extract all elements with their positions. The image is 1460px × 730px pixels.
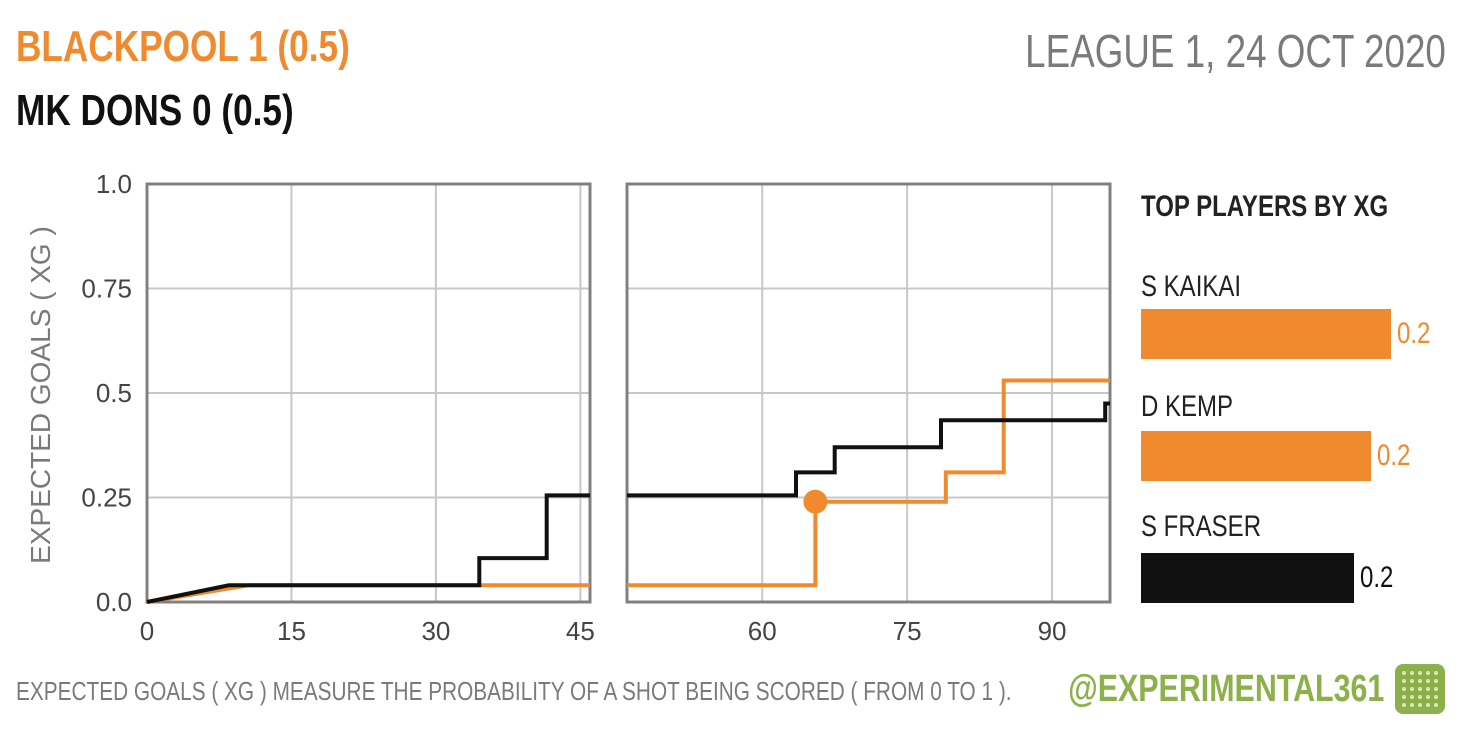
logo-dot [1418, 703, 1422, 707]
panel-frame-second-half [625, 182, 1112, 604]
x-tick-label: 30 [421, 616, 450, 646]
logo-dot [1434, 703, 1438, 707]
player-name: S KAIKAI [1141, 270, 1242, 303]
x-tick-label: 90 [1038, 616, 1067, 646]
player-xg-value: 0.2 [1360, 561, 1394, 594]
y-tick-label: 0.5 [96, 378, 132, 408]
logo-dot [1434, 687, 1438, 691]
y-axis-label: EXPECTED GOALS ( XG ) [25, 226, 56, 564]
logo-dot [1410, 703, 1414, 707]
logo-dot [1410, 695, 1414, 699]
player-xg-value: 0.2 [1397, 317, 1431, 350]
logo-dot [1402, 679, 1406, 683]
logo-dot [1410, 671, 1414, 675]
logo-dot [1418, 671, 1422, 675]
logo-dot [1418, 695, 1422, 699]
x-tick-label: 0 [140, 616, 154, 646]
goal-marker [803, 489, 828, 514]
logo-dot [1426, 703, 1430, 707]
pitch-icon [1395, 664, 1445, 714]
player-name: D KEMP [1141, 390, 1234, 423]
logo-dot [1402, 703, 1406, 707]
logo-dot [1426, 687, 1430, 691]
x-tick-label: 75 [893, 616, 922, 646]
x-tick-label: 45 [566, 616, 595, 646]
player-xg-bar [1141, 431, 1371, 481]
y-tick-label: 0.0 [96, 587, 132, 617]
x-tick-label: 15 [277, 616, 306, 646]
logo-dot [1418, 687, 1422, 691]
logo-dot [1434, 695, 1438, 699]
logo-dot [1410, 687, 1414, 691]
x-tick-label: 60 [748, 616, 777, 646]
player-xg-bar [1141, 309, 1391, 359]
series-line-mk-dons-first-half [146, 493, 590, 604]
match-info: LEAGUE 1, 24 OCT 2020 [1025, 25, 1446, 77]
logo-dot [1426, 671, 1430, 675]
logo-dot [1434, 679, 1438, 683]
y-tick-label: 0.25 [81, 483, 132, 513]
logo-dot [1402, 671, 1406, 675]
away-team-score: MK DONS 0 (0.5) [16, 86, 294, 135]
player-xg-value: 0.2 [1377, 439, 1411, 472]
series-line-mk-dons-second-half [627, 401, 1110, 498]
logo-dot [1426, 695, 1430, 699]
logo-dot [1426, 679, 1430, 683]
twitter-handle[interactable]: @EXPERIMENTAL361 [1067, 668, 1384, 710]
footnote: EXPECTED GOALS ( XG ) MEASURE THE PROBAB… [16, 676, 1012, 706]
player-xg-bar [1141, 553, 1354, 603]
logo-dot [1410, 679, 1414, 683]
logo-dot [1402, 695, 1406, 699]
panel-frame-first-half [145, 182, 592, 604]
series-line-blackpool-second-half [627, 378, 1110, 588]
player-name: S FRASER [1141, 510, 1262, 543]
logo-dot [1418, 679, 1422, 683]
logo-dot [1434, 671, 1438, 675]
home-team-score: BLACKPOOL 1 (0.5) [16, 22, 350, 71]
y-tick-label: 1.0 [96, 169, 132, 199]
logo-dot [1402, 687, 1406, 691]
xg-timeline-chart: 0 15 30 45 60 75 90 0.0 0.25 0.5 0.75 1.0 EXPECTED G… [25, 169, 1112, 646]
y-tick-label: 0.75 [81, 274, 132, 304]
sidebar-title: TOP PLAYERS BY XG [1141, 190, 1389, 223]
